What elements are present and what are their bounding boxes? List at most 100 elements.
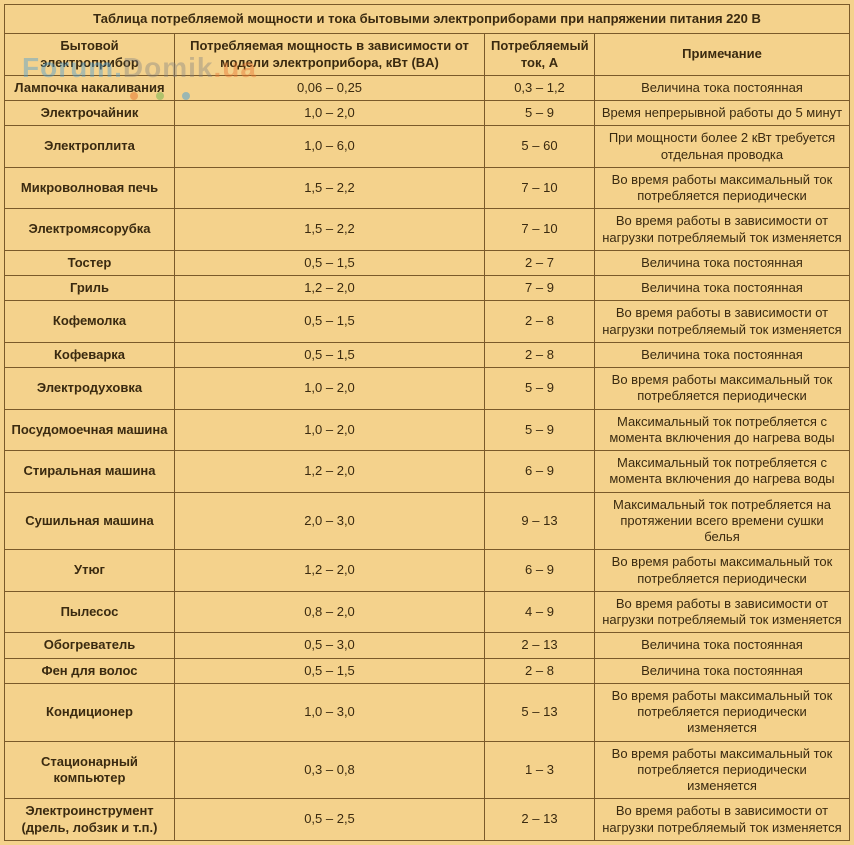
cell-note: Во время работы максимальный ток потребл… [595,741,850,799]
cell-device: Лампочка накаливания [5,75,175,100]
table-row: Электрочайник1,0 – 2,05 – 9Время непреры… [5,101,850,126]
table-row: Кофеварка0,5 – 1,52 – 8Величина тока пос… [5,342,850,367]
cell-power: 1,0 – 2,0 [175,368,485,410]
cell-note: Во время работы максимальный ток потребл… [595,550,850,592]
table-row: Микроволновая печь1,5 – 2,27 – 10Во врем… [5,167,850,209]
cell-device: Кофемолка [5,301,175,343]
table-row: Кондиционер1,0 – 3,05 – 13Во время работ… [5,683,850,741]
cell-device: Сушильная машина [5,492,175,550]
col-head-device: Бытовой электроприбор [5,34,175,76]
table-row: Гриль1,2 – 2,07 – 9Величина тока постоян… [5,276,850,301]
table-row: Тостер0,5 – 1,52 – 7Величина тока постоя… [5,250,850,275]
col-head-note: Примечание [595,34,850,76]
cell-note: Во время работы в зависимости от нагрузк… [595,209,850,251]
cell-device: Микроволновая печь [5,167,175,209]
table-row: Лампочка накаливания0,06 – 0,250,3 – 1,2… [5,75,850,100]
table-row: Кофемолка0,5 – 1,52 – 8Во время работы в… [5,301,850,343]
col-head-current: Потребляемый ток, А [485,34,595,76]
cell-note: Величина тока постоянная [595,633,850,658]
cell-note: Во время работы в зависимости от нагрузк… [595,301,850,343]
cell-note: Величина тока постоянная [595,342,850,367]
table-row: Сушильная машина2,0 – 3,09 – 13Максималь… [5,492,850,550]
cell-note: Время непрерывной работы до 5 минут [595,101,850,126]
cell-device: Пылесос [5,591,175,633]
cell-current: 2 – 8 [485,658,595,683]
cell-note: Величина тока постоянная [595,658,850,683]
cell-power: 0,5 – 1,5 [175,342,485,367]
cell-note: Во время работы в зависимости от нагрузк… [595,591,850,633]
table-row: Электроинструмент (дрель, лобзик и т.п.)… [5,799,850,841]
cell-current: 1 – 3 [485,741,595,799]
cell-device: Электроплита [5,126,175,168]
cell-device: Обогреватель [5,633,175,658]
table-row: Пылесос0,8 – 2,04 – 9Во время работы в з… [5,591,850,633]
cell-power: 1,0 – 2,0 [175,101,485,126]
cell-note: Во время работы максимальный ток потребл… [595,167,850,209]
cell-device: Тостер [5,250,175,275]
power-consumption-table: Таблица потребляемой мощности и тока быт… [4,4,850,841]
cell-power: 1,2 – 2,0 [175,550,485,592]
cell-current: 9 – 13 [485,492,595,550]
cell-current: 2 – 8 [485,342,595,367]
cell-current: 5 – 13 [485,683,595,741]
cell-note: Во время работы максимальный ток потребл… [595,683,850,741]
cell-device: Электроинструмент (дрель, лобзик и т.п.) [5,799,175,841]
cell-note: Во время работы в зависимости от нагрузк… [595,799,850,841]
cell-current: 0,3 – 1,2 [485,75,595,100]
cell-note: Максимальный ток потребляется с момента … [595,409,850,451]
table-title: Таблица потребляемой мощности и тока быт… [5,5,850,34]
cell-power: 1,5 – 2,2 [175,209,485,251]
table-row: Электродуховка1,0 – 2,05 – 9Во время раб… [5,368,850,410]
cell-power: 0,5 – 1,5 [175,658,485,683]
col-head-power: Потребляемая мощность в зависимости от м… [175,34,485,76]
cell-note: Максимальный ток потребляется с момента … [595,451,850,493]
table-row: Утюг1,2 – 2,06 – 9Во время работы максим… [5,550,850,592]
cell-note: Во время работы максимальный ток потребл… [595,368,850,410]
cell-power: 0,8 – 2,0 [175,591,485,633]
table-row: Обогреватель0,5 – 3,02 – 13Величина тока… [5,633,850,658]
table-row: Стиральная машина1,2 – 2,06 – 9Максималь… [5,451,850,493]
cell-power: 1,5 – 2,2 [175,167,485,209]
cell-current: 5 – 60 [485,126,595,168]
cell-device: Электродуховка [5,368,175,410]
cell-device: Гриль [5,276,175,301]
cell-current: 4 – 9 [485,591,595,633]
cell-power: 0,3 – 0,8 [175,741,485,799]
cell-device: Посудомоечная машина [5,409,175,451]
cell-device: Электромясорубка [5,209,175,251]
cell-current: 7 – 10 [485,167,595,209]
cell-current: 7 – 10 [485,209,595,251]
cell-power: 1,0 – 3,0 [175,683,485,741]
cell-current: 2 – 13 [485,633,595,658]
cell-note: Величина тока постоянная [595,75,850,100]
cell-note: При мощности более 2 кВт требуется отдел… [595,126,850,168]
cell-device: Утюг [5,550,175,592]
cell-power: 0,5 – 1,5 [175,301,485,343]
cell-current: 6 – 9 [485,451,595,493]
cell-power: 1,0 – 6,0 [175,126,485,168]
cell-power: 1,2 – 2,0 [175,276,485,301]
cell-current: 5 – 9 [485,368,595,410]
table-body: Лампочка накаливания0,06 – 0,250,3 – 1,2… [5,75,850,840]
cell-power: 0,5 – 1,5 [175,250,485,275]
cell-device: Фен для волос [5,658,175,683]
cell-current: 2 – 8 [485,301,595,343]
table-row: Электроплита1,0 – 6,05 – 60При мощности … [5,126,850,168]
cell-device: Кондиционер [5,683,175,741]
table-row: Посудомоечная машина1,0 – 2,05 – 9Максим… [5,409,850,451]
cell-note: Максимальный ток потребляется на протяже… [595,492,850,550]
page-container: Forum.Domik.ua Таблица потребляемой мощн… [0,0,854,845]
table-row: Фен для волос0,5 – 1,52 – 8Величина тока… [5,658,850,683]
cell-current: 6 – 9 [485,550,595,592]
cell-device: Электрочайник [5,101,175,126]
cell-device: Стационарный компьютер [5,741,175,799]
cell-power: 0,5 – 2,5 [175,799,485,841]
cell-current: 5 – 9 [485,409,595,451]
cell-power: 1,2 – 2,0 [175,451,485,493]
cell-note: Величина тока постоянная [595,250,850,275]
cell-note: Величина тока постоянная [595,276,850,301]
cell-power: 0,5 – 3,0 [175,633,485,658]
cell-device: Кофеварка [5,342,175,367]
cell-current: 5 – 9 [485,101,595,126]
cell-power: 2,0 – 3,0 [175,492,485,550]
